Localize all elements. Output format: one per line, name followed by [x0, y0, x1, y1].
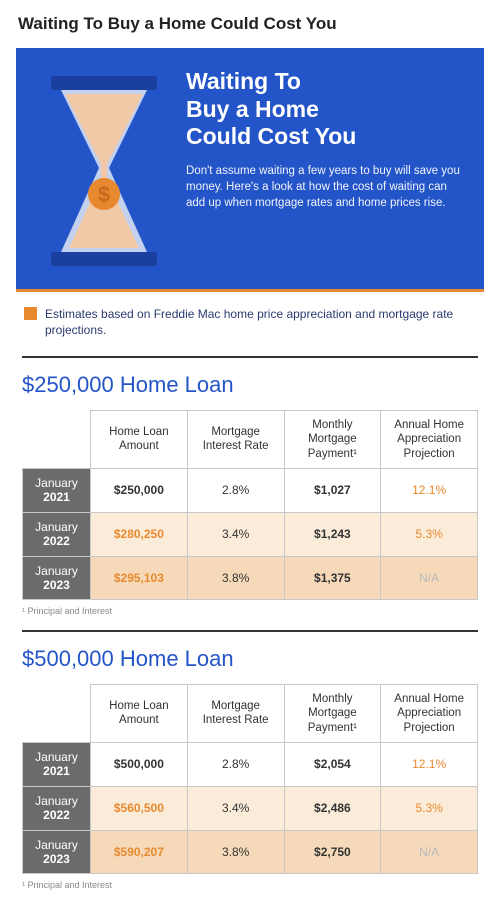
cell-payment: $2,750 [284, 830, 381, 874]
table-row: January2023 $295,103 3.8% $1,375 N/A [23, 556, 478, 600]
cell-amount: $500,000 [91, 742, 188, 786]
col-header: Mortgage Interest Rate [187, 410, 284, 468]
note-text: Estimates based on Freddie Mac home pric… [45, 306, 476, 338]
cell-appreciation: 12.1% [381, 469, 478, 513]
loan-title-500k: $500,000 Home Loan [22, 646, 478, 672]
footnote-250k: ¹ Principal and Interest [22, 606, 478, 616]
svg-text:$: $ [98, 182, 110, 207]
table-row: January2021 $500,000 2.8% $2,054 12.1% [23, 742, 478, 786]
cell-payment: $1,243 [284, 512, 381, 556]
table-row: January2022 $560,500 3.4% $2,486 5.3% [23, 786, 478, 830]
loan-block-500k: $500,000 Home Loan Home Loan Amount Mort… [22, 646, 478, 874]
estimate-note: Estimates based on Freddie Mac home pric… [0, 292, 500, 348]
hero-subtitle: Don't assume waiting a few years to buy … [186, 163, 466, 211]
loan-block-250k: $250,000 Home Loan Home Loan Amount Mort… [22, 372, 478, 600]
cell-appreciation: N/A [381, 830, 478, 874]
loan-table-500k: Home Loan Amount Mortgage Interest Rate … [22, 684, 478, 874]
cell-amount: $295,103 [91, 556, 188, 600]
table-corner-blank [23, 684, 91, 742]
cell-payment: $2,486 [284, 786, 381, 830]
row-header: January2022 [23, 512, 91, 556]
cell-rate: 3.4% [187, 512, 284, 556]
cell-amount: $280,250 [91, 512, 188, 556]
cell-payment: $1,027 [284, 469, 381, 513]
col-header: Home Loan Amount [91, 410, 188, 468]
cell-rate: 3.8% [187, 830, 284, 874]
cell-appreciation: 12.1% [381, 742, 478, 786]
loan-title-250k: $250,000 Home Loan [22, 372, 478, 398]
cell-rate: 2.8% [187, 742, 284, 786]
col-header: Annual Home Appreciation Projection [381, 684, 478, 742]
cell-appreciation: 5.3% [381, 512, 478, 556]
table-row: January2022 $280,250 3.4% $1,243 5.3% [23, 512, 478, 556]
cell-amount: $250,000 [91, 469, 188, 513]
cell-rate: 3.4% [187, 786, 284, 830]
table-row: January2023 $590,207 3.8% $2,750 N/A [23, 830, 478, 874]
table-corner-blank [23, 410, 91, 468]
cell-payment: $1,375 [284, 556, 381, 600]
loan-table-250k: Home Loan Amount Mortgage Interest Rate … [22, 410, 478, 600]
hourglass-icon: $ [34, 76, 174, 266]
row-header: January2021 [23, 742, 91, 786]
col-header: Monthly Mortgage Payment¹ [284, 410, 381, 468]
page-title: Waiting To Buy a Home Could Cost You [0, 0, 500, 48]
cell-amount: $560,500 [91, 786, 188, 830]
footnote-500k: ¹ Principal and Interest [22, 880, 478, 890]
cell-appreciation: 5.3% [381, 786, 478, 830]
col-header: Annual Home Appreciation Projection [381, 410, 478, 468]
divider [22, 630, 478, 632]
cell-rate: 3.8% [187, 556, 284, 600]
col-header: Monthly Mortgage Payment¹ [284, 684, 381, 742]
divider [22, 356, 478, 358]
row-header: January2023 [23, 830, 91, 874]
row-header: January2023 [23, 556, 91, 600]
cell-rate: 2.8% [187, 469, 284, 513]
cell-amount: $590,207 [91, 830, 188, 874]
hero-banner: $ Waiting To Buy a Home Could Cost You D… [16, 48, 484, 292]
note-square-icon [24, 307, 37, 320]
col-header: Home Loan Amount [91, 684, 188, 742]
cell-appreciation: N/A [381, 556, 478, 600]
cell-payment: $2,054 [284, 742, 381, 786]
table-row: January2021 $250,000 2.8% $1,027 12.1% [23, 469, 478, 513]
hero-title: Waiting To Buy a Home Could Cost You [186, 68, 466, 151]
row-header: January2021 [23, 469, 91, 513]
col-header: Mortgage Interest Rate [187, 684, 284, 742]
row-header: January2022 [23, 786, 91, 830]
